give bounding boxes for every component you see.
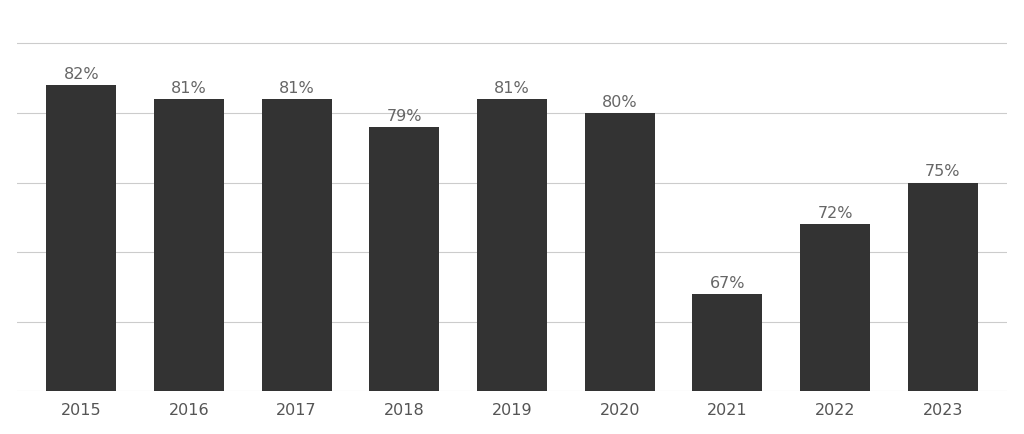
Text: 81%: 81% (279, 81, 314, 96)
Text: 67%: 67% (710, 275, 745, 290)
Bar (262, 100, 332, 434)
Text: 82%: 82% (63, 67, 99, 82)
Bar (154, 100, 224, 434)
Text: 79%: 79% (387, 108, 422, 124)
Bar (692, 294, 762, 434)
Text: 81%: 81% (171, 81, 207, 96)
Text: 72%: 72% (817, 206, 853, 220)
Text: 80%: 80% (602, 95, 638, 110)
Text: 75%: 75% (925, 164, 961, 179)
Bar (907, 183, 978, 434)
Bar (477, 100, 547, 434)
Bar (370, 128, 439, 434)
Text: 81%: 81% (495, 81, 529, 96)
Bar (46, 86, 117, 434)
Bar (585, 114, 654, 434)
Bar (800, 225, 870, 434)
